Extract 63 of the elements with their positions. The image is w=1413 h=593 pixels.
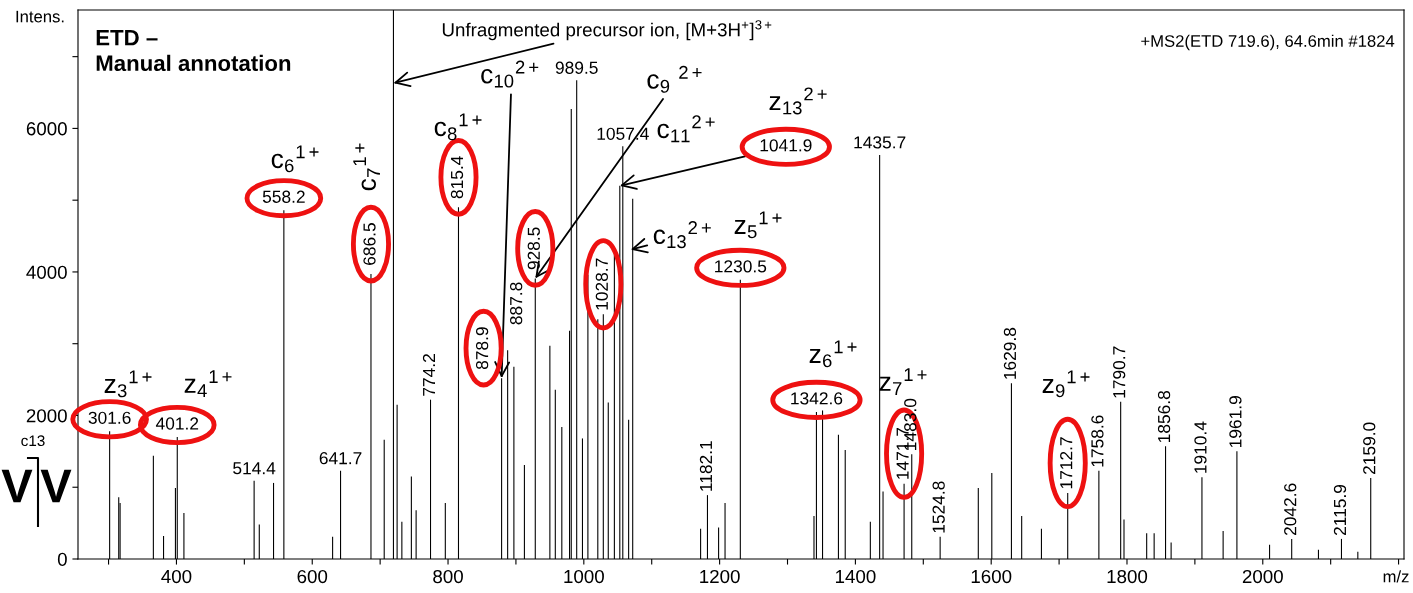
annotation: 514.4 — [233, 462, 276, 475]
x-tick-label: 1000 — [564, 569, 604, 584]
text: c13 — [21, 435, 45, 447]
text: +MS2(ETD 719.6), 64.6min #1824 — [1141, 34, 1395, 51]
text: V — [1, 469, 33, 503]
annotation: 815.4 — [450, 156, 464, 199]
annotation: 1028.7 — [595, 258, 608, 310]
annotation: z$_{6}$$^{1+}$ — [809, 340, 857, 368]
annotation: c$_{9}$ $^{2+}$ — [647, 65, 702, 93]
annotation: 2115.9 — [1333, 484, 1347, 536]
annotation: 1342.6 — [791, 392, 843, 405]
annotation: 1230.5 — [715, 260, 767, 273]
annotation: 989.5 — [555, 61, 598, 74]
annotation: 1856.8 — [1157, 390, 1171, 443]
annotation: 2159.0 — [1363, 422, 1376, 475]
annotation: 1435.7 — [854, 136, 906, 149]
annotation: 1041.9 — [760, 139, 812, 152]
x-axis-title: m/z — [1383, 570, 1409, 583]
annotation: c$_{13}$$^{2+}$ — [653, 221, 711, 249]
text: V — [40, 469, 72, 503]
annotation: 2042.6 — [1284, 483, 1297, 536]
annotation: z$_{13}$$^{2+}$ — [769, 87, 827, 115]
x-tick-label: 2000 — [1242, 569, 1283, 584]
x-tick-label: 1800 — [1107, 569, 1148, 584]
annotation: 1910.4 — [1194, 421, 1207, 473]
annotation: 1524.8 — [932, 481, 945, 533]
annotation: 1758.6 — [1091, 415, 1104, 467]
text: ETD – Manual annotation — [96, 30, 291, 72]
annotation: 1182.1 — [699, 441, 713, 491]
annotation: 774.2 — [422, 354, 435, 396]
annotation: c$_{11}$$^{2+}$ — [657, 115, 715, 143]
annotation: 1629.8 — [1003, 327, 1017, 379]
annotation: 878.9 — [475, 327, 489, 370]
annotation: 1961.9 — [1229, 396, 1242, 448]
annotation: z$_{9}$$^{1+}$ — [1042, 370, 1090, 398]
annotation: 641.7 — [319, 452, 362, 465]
annotation: 887.8 — [510, 282, 523, 325]
annotation: c$_{6}$$^{1+}$ — [271, 145, 319, 173]
annotation: 1712.7 — [1060, 437, 1073, 489]
y-tick-label: 4000 — [26, 265, 67, 279]
annotation: 301.6 — [88, 411, 131, 424]
x-tick-label: 400 — [161, 569, 192, 584]
annotation: z$_{4}$$^{1+}$ — [184, 370, 232, 397]
annotation: Unfragmented precursor ion, [M+3H$^{+}$]$^{3+}$ — [442, 20, 772, 41]
annotation: 1790.7 — [1113, 346, 1126, 398]
y-axis-title: Intens. — [16, 10, 64, 23]
y-tick-label: 2000 — [26, 409, 67, 423]
y-tick-label: 6000 — [26, 122, 67, 136]
annotation: z$_{3}$$^{1+}$ — [104, 370, 152, 398]
annotation: 686.5 — [363, 223, 376, 265]
x-tick-label: 800 — [433, 569, 463, 584]
annotation: 928.5 — [527, 227, 540, 270]
y-tick-label: 0 — [57, 552, 67, 566]
annotation: c$_{10}$$^{2+}$ — [481, 60, 539, 88]
x-tick-label: 1600 — [971, 569, 1012, 584]
annotation: 558.2 — [262, 190, 305, 203]
annotation: z$_{5}$$^{1+}$ — [734, 211, 782, 239]
x-tick-label: 1400 — [835, 569, 876, 584]
x-tick-label: 1200 — [700, 569, 740, 584]
x-tick-label: 600 — [297, 569, 328, 584]
annotation: c$_{8}$$^{1+}$ — [434, 113, 482, 141]
annotation: c$_{7}$$^{1+}$ — [353, 143, 380, 191]
annotation: 401.2 — [155, 417, 199, 430]
